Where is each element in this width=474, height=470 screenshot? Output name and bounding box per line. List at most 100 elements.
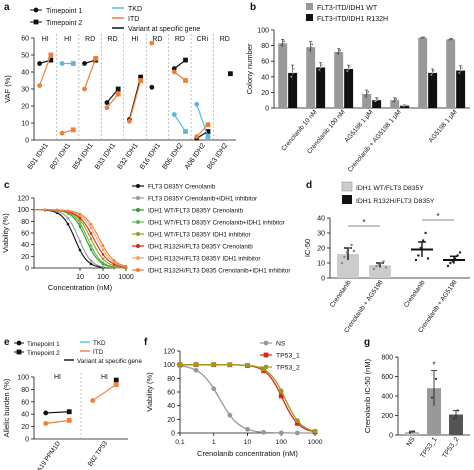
x-tick-label: B01 IDH1 bbox=[27, 142, 50, 171]
replicate-point bbox=[349, 66, 352, 68]
replicate-point bbox=[375, 99, 378, 102]
data-point bbox=[112, 259, 116, 262]
group-label: RD bbox=[107, 36, 117, 43]
legend-label: IDH1 WT/FLT3 D835Y IDH1 inhibitor bbox=[148, 232, 251, 239]
data-point-tkd bbox=[59, 61, 65, 66]
group-label: HI bbox=[64, 36, 71, 43]
legend-label: Variant at specific gene bbox=[77, 358, 142, 365]
replicate-point bbox=[403, 104, 406, 107]
replicate-point bbox=[393, 99, 396, 102]
group-label: RD bbox=[85, 36, 95, 43]
data-point bbox=[294, 418, 300, 423]
x-tick-label: 10 bbox=[244, 439, 252, 446]
y-tick-label: 20 bbox=[317, 246, 325, 253]
legend-marker bbox=[136, 256, 140, 260]
replicate-point bbox=[392, 100, 395, 103]
replicate-point bbox=[454, 257, 457, 260]
legend-swatch bbox=[306, 3, 313, 10]
replicate-point bbox=[372, 267, 376, 271]
data-point bbox=[101, 248, 105, 251]
chart-d: 0 10 20 30 40 IC-50 IDH1 WT/FLT3 D835Y IDH1 R13… bbox=[303, 181, 470, 334]
panel-label-e: e bbox=[4, 337, 10, 348]
data-point bbox=[101, 261, 105, 264]
replicate-point bbox=[350, 243, 353, 247]
data-point-itd bbox=[48, 52, 54, 58]
legend-marker bbox=[136, 208, 140, 212]
data-point bbox=[66, 209, 70, 212]
y-tick-label: 30 bbox=[317, 231, 325, 238]
bar bbox=[337, 254, 359, 278]
y-axis-label: IC-50 bbox=[303, 239, 312, 257]
data-point bbox=[89, 248, 93, 251]
data-point-tkd bbox=[194, 101, 200, 107]
legend-marker bbox=[136, 268, 140, 272]
data-point-gene bbox=[149, 84, 155, 90]
panel-d: d 0 10 20 30 40 IC-50 IDH1 WT/FLT3 D835Y IDH1 R… bbox=[302, 178, 474, 334]
replicate-point bbox=[280, 44, 283, 47]
x-tick-label: 100 bbox=[97, 274, 109, 281]
group-label: RD bbox=[220, 36, 230, 43]
replicate-point bbox=[448, 38, 451, 41]
y-tick-label: 200 bbox=[381, 413, 393, 420]
replicate-point bbox=[291, 72, 294, 74]
y-tick-label: 80 bbox=[21, 219, 29, 226]
y-tick-label: 0 bbox=[265, 106, 269, 113]
replicate-point bbox=[402, 105, 405, 107]
data-point-itd bbox=[70, 127, 76, 133]
data-point bbox=[89, 244, 93, 247]
legend-swatch bbox=[306, 14, 313, 21]
y-tick-label: 100 bbox=[257, 28, 269, 35]
series-line-itd bbox=[83, 58, 97, 90]
replicate-point bbox=[283, 40, 286, 43]
replicate-point bbox=[336, 52, 339, 55]
x-tick-label: B16 IDH1 bbox=[139, 142, 162, 171]
data-point bbox=[78, 212, 82, 216]
legend-label: Timepoint 2 bbox=[46, 20, 82, 27]
replicate-point bbox=[384, 266, 388, 269]
bar bbox=[400, 105, 410, 108]
y-tick-label: 0 bbox=[389, 433, 393, 440]
y-tick-label: 60 bbox=[21, 36, 29, 43]
replicate-point bbox=[423, 36, 426, 39]
x-tick-label: B02 TP53 bbox=[87, 440, 109, 468]
replicate-point bbox=[426, 257, 430, 260]
panel-label-a: a bbox=[4, 2, 10, 13]
series-line-tkd bbox=[173, 114, 187, 132]
group-label: RD bbox=[152, 36, 162, 43]
data-point bbox=[55, 208, 59, 212]
data-point bbox=[78, 248, 82, 252]
data-point-itd bbox=[171, 69, 177, 75]
x-tick-label: B07 IDH1 bbox=[49, 142, 72, 171]
panel-label-d: d bbox=[306, 180, 313, 191]
legend-label: ITD bbox=[93, 349, 104, 356]
legend-label: Timepoint 2 bbox=[27, 350, 60, 357]
series-line-itd bbox=[92, 383, 117, 402]
replicate-point bbox=[364, 95, 367, 97]
replicate-point bbox=[340, 261, 344, 265]
y-tick-label: 40 bbox=[21, 70, 29, 77]
x-tick-label: 10 bbox=[76, 274, 84, 281]
replicate-point bbox=[459, 69, 462, 72]
replicate-point bbox=[367, 91, 370, 93]
data-point-itd bbox=[149, 40, 155, 46]
legend-label: IDH1 WT/FLT3 D835Y Crenolanib bbox=[148, 208, 243, 215]
replicate-point bbox=[412, 430, 416, 433]
x-tick-label: A19 PPM1D bbox=[36, 440, 62, 470]
data-point bbox=[261, 429, 267, 435]
x-tick-label: Crenolanib bbox=[329, 279, 353, 309]
legend-marker bbox=[33, 7, 39, 13]
bar bbox=[446, 39, 456, 108]
data-point-itd bbox=[59, 130, 65, 136]
chart-a: 0 10 20 30 40 50 60 VAF (%) Timepoint 1 Timepoint… bbox=[3, 6, 236, 171]
x-tick-label: 0.1 bbox=[175, 439, 185, 446]
replicate-point bbox=[433, 70, 436, 72]
replicate-point bbox=[319, 66, 322, 69]
replicate-point bbox=[408, 431, 412, 434]
replicate-point bbox=[345, 251, 348, 254]
legend-label: FLT3 D835Y Crenolanib+IDH1 inhibitor bbox=[148, 196, 257, 203]
data-point bbox=[294, 430, 300, 436]
y-tick-label: 0 bbox=[25, 138, 29, 145]
panel-label-c: c bbox=[4, 180, 10, 191]
data-point-gene bbox=[104, 100, 110, 105]
series-line bbox=[180, 364, 316, 433]
